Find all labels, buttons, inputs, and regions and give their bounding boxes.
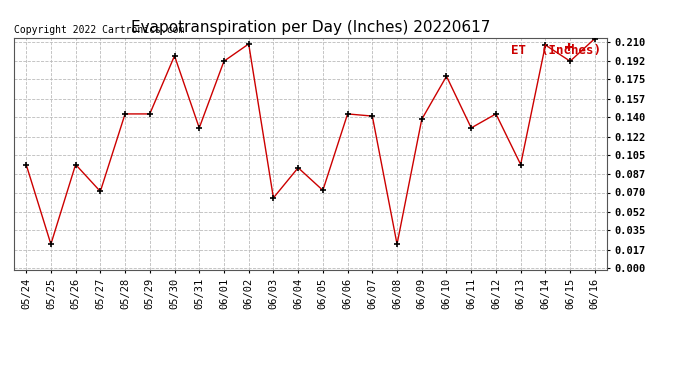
Text: ET  (Inches): ET (Inches) [511,45,601,57]
Text: Copyright 2022 Cartronics.com: Copyright 2022 Cartronics.com [14,25,184,35]
Title: Evapotranspiration per Day (Inches) 20220617: Evapotranspiration per Day (Inches) 2022… [131,20,490,35]
